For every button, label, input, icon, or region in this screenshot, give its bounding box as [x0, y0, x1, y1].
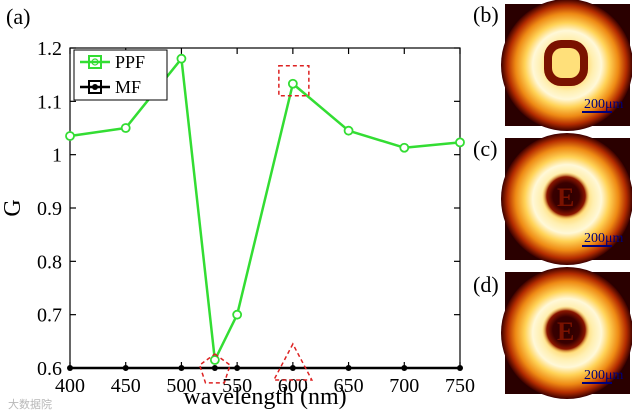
- panel-label-b: (b): [473, 2, 499, 27]
- panel-label-c: (c): [473, 136, 497, 161]
- legend-mf-marker: [88, 80, 102, 94]
- data-point-mf: [345, 365, 352, 371]
- data-point-ppf: [399, 142, 410, 153]
- inset-c: E 200μm (c): [473, 133, 632, 265]
- inset-b-scale-label: 200μm: [584, 97, 624, 112]
- y-tick-label: 0.9: [37, 198, 62, 220]
- x-axis-title: wavelength (nm): [183, 384, 346, 410]
- x-axis: 400 450 500 550 600 650 700 750: [55, 48, 475, 397]
- annotation-pentagon: [198, 353, 231, 384]
- inset-c-core: [542, 172, 590, 220]
- y-tick-label: 1.1: [37, 91, 62, 113]
- series-line-ppf: [69, 57, 461, 362]
- data-point-mf: [122, 365, 129, 371]
- inset-b: 200μm (b): [473, 0, 632, 131]
- legend-mf-label: MF: [115, 77, 141, 97]
- main-chart: (a) 0.60.70.80.911.11.2 400 450 500 550 600 6…: [0, 4, 475, 410]
- inset-d-letter: E: [557, 317, 574, 346]
- data-point-ppf: [343, 125, 354, 136]
- data-point-ppf: [65, 131, 75, 141]
- x-tick-label: 700: [389, 375, 419, 397]
- x-tick-label: 650: [334, 375, 364, 397]
- annotation-layer: [198, 64, 314, 384]
- y-tick-label: 1: [52, 145, 62, 167]
- watermark: 大数据院: [8, 397, 52, 411]
- legend-ppf-marker: [88, 55, 102, 69]
- data-point-ppf: [287, 78, 298, 89]
- series-layer: [65, 53, 465, 371]
- data-point-mf: [67, 365, 73, 371]
- data-point-mf: [289, 365, 296, 371]
- data-point-mf: [457, 365, 463, 371]
- y-tick-label: 0.8: [37, 251, 62, 273]
- data-point-mf: [178, 365, 185, 371]
- x-tick-label: 750: [445, 375, 475, 397]
- legend: PPF MF: [73, 49, 168, 101]
- data-point-mf: [211, 365, 218, 371]
- y-tick-label: 1.2: [37, 38, 62, 60]
- data-point-ppf: [209, 355, 220, 365]
- data-point-ppf: [455, 137, 465, 148]
- inset-c-scale-label: 200μm: [584, 231, 624, 246]
- legend-ppf-label: PPF: [115, 52, 145, 72]
- data-point-ppf: [120, 123, 131, 133]
- annotation-triangle: [272, 342, 314, 381]
- data-point-mf: [401, 365, 408, 371]
- inset-d-scale-label: 200μm: [584, 368, 624, 383]
- legend-mf-marker-dot: [92, 84, 98, 90]
- y-axis: 0.6 0.7 0.8 0.9 1 1.1 1.2: [37, 38, 460, 380]
- x-tick-label: 500: [166, 375, 196, 397]
- data-point-mf: [234, 365, 241, 371]
- y-tick-label: 0.7: [37, 305, 62, 327]
- panel-label-a: (a): [6, 4, 30, 29]
- x-tick-label: 550: [222, 375, 252, 397]
- inset-b-core-inner: [552, 48, 580, 78]
- x-tick-label: 450: [111, 375, 141, 397]
- inset-c-letter: E: [557, 183, 574, 212]
- annotation-square: [278, 64, 310, 97]
- x-tick-label: 400: [55, 375, 85, 397]
- inset-d: E 200μm (d): [473, 267, 632, 399]
- data-point-ppf: [176, 53, 187, 64]
- panel-label-d: (d): [473, 272, 499, 297]
- legend-ppf-marker-dot: [91, 58, 99, 66]
- y-tick-label: 0.6: [37, 358, 62, 380]
- data-point-ppf: [232, 309, 243, 320]
- y-axis-title: G: [0, 199, 26, 216]
- inset-d-core: [542, 306, 590, 354]
